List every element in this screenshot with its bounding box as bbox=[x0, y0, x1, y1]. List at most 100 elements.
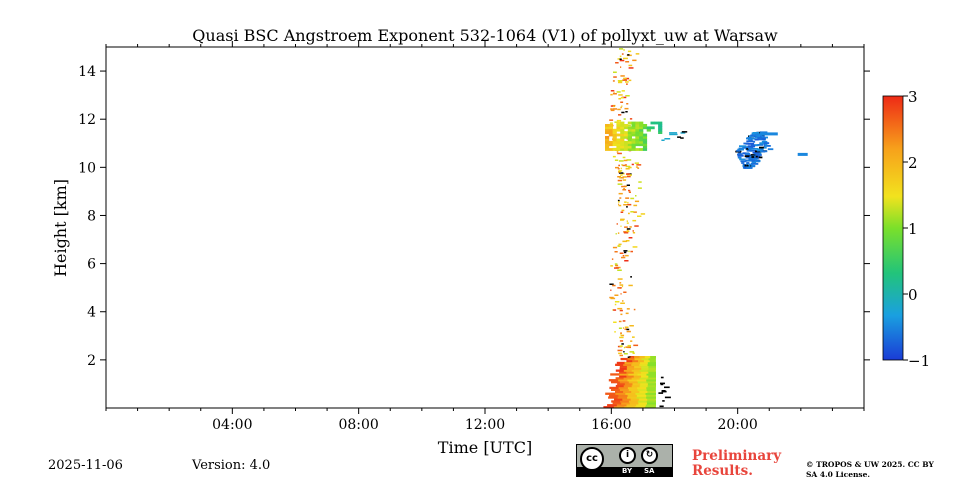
heatmap-cell bbox=[632, 59, 637, 62]
heatmap-cell bbox=[633, 344, 639, 347]
heatmap-cell bbox=[623, 384, 633, 388]
heatmap-cell bbox=[619, 252, 624, 254]
heatmap-cell bbox=[752, 159, 760, 162]
heatmap-cell bbox=[626, 206, 628, 208]
heatmap-cell bbox=[647, 377, 656, 380]
heatmap-cell bbox=[629, 174, 632, 176]
heatmap-cell bbox=[745, 156, 752, 159]
heatmap-cell bbox=[613, 71, 617, 73]
heatmap-cell bbox=[746, 163, 749, 165]
heatmap-cell bbox=[619, 284, 624, 286]
heatmap-cell bbox=[627, 50, 632, 53]
heatmap-cell bbox=[755, 153, 761, 156]
heatmap-cell bbox=[616, 121, 621, 125]
heatmap-cell bbox=[648, 365, 656, 368]
heatmap-cell bbox=[625, 165, 631, 168]
heatmap-cell bbox=[741, 162, 745, 164]
heatmap-cell bbox=[745, 153, 749, 155]
heatmap-cell bbox=[631, 138, 636, 142]
heatmap-cell bbox=[611, 258, 614, 260]
heatmap-cell bbox=[637, 215, 642, 217]
heatmap-cell bbox=[646, 381, 656, 384]
heatmap-cell bbox=[612, 133, 617, 137]
heatmap-cell bbox=[647, 369, 656, 372]
heatmap-cell bbox=[632, 336, 635, 338]
heatmap-cell bbox=[627, 394, 638, 397]
colorbar-tick-label: −1 bbox=[908, 352, 930, 370]
heatmap-cell bbox=[609, 283, 614, 285]
heatmap-cell bbox=[625, 240, 630, 242]
heatmap-cell bbox=[634, 225, 639, 227]
heatmap-cell bbox=[627, 145, 632, 149]
heatmap-cell bbox=[751, 133, 759, 136]
heatmap-cell bbox=[621, 185, 626, 188]
heatmap-cell bbox=[623, 118, 626, 120]
heatmap-cell bbox=[738, 152, 741, 155]
heatmap-cell bbox=[647, 361, 656, 365]
heatmap-cell bbox=[614, 331, 616, 333]
heatmap-cell bbox=[621, 285, 624, 288]
heatmap-cell bbox=[615, 384, 625, 388]
heatmap-cell bbox=[618, 394, 628, 397]
heatmap-cell bbox=[617, 278, 623, 280]
heatmap-cell bbox=[624, 126, 629, 130]
heatmap-cell bbox=[637, 187, 642, 189]
x-tick-label: 12:00 bbox=[465, 417, 505, 433]
heatmap-cell bbox=[620, 145, 625, 149]
heatmap-cell bbox=[611, 400, 621, 403]
heatmap-cell bbox=[623, 232, 629, 234]
heatmap-cell bbox=[746, 164, 749, 167]
heatmap-cell bbox=[619, 381, 630, 384]
region-cirrus-layer-a bbox=[605, 121, 688, 151]
heatmap-cell bbox=[680, 137, 684, 139]
heatmap-cell bbox=[631, 384, 641, 388]
heatmap-cell bbox=[623, 351, 625, 353]
heatmap-cell bbox=[608, 124, 613, 127]
heatmap-cell bbox=[620, 302, 625, 304]
heatmap-cell bbox=[627, 140, 632, 144]
heatmap-cell bbox=[751, 156, 755, 158]
heatmap-cell bbox=[623, 346, 626, 349]
y-tick-label: 14 bbox=[78, 64, 96, 80]
heatmap-cell bbox=[635, 133, 640, 137]
heatmap-cell bbox=[620, 97, 624, 99]
heatmap-cell bbox=[627, 386, 638, 390]
heatmap-cell bbox=[757, 149, 762, 152]
heatmap-cell bbox=[752, 148, 759, 150]
heatmap-cell bbox=[647, 384, 656, 388]
heatmap-cell bbox=[614, 294, 619, 296]
heatmap-cell bbox=[628, 400, 639, 403]
heatmap-cell bbox=[607, 404, 618, 407]
heatmap-cell bbox=[633, 371, 642, 374]
heatmap-cell bbox=[619, 373, 629, 376]
heatmap-cell bbox=[625, 95, 630, 97]
heatmap-cell bbox=[614, 251, 618, 253]
heatmap-cell bbox=[617, 383, 626, 386]
heatmap-cell bbox=[608, 126, 613, 130]
heatmap-cell bbox=[605, 136, 610, 139]
heatmap-cell bbox=[617, 269, 622, 271]
heatmap-cell bbox=[613, 406, 625, 409]
heatmap-cell bbox=[618, 203, 620, 206]
heatmap-cell bbox=[633, 204, 638, 207]
heatmap-cell bbox=[615, 392, 626, 395]
heatmap-cell bbox=[618, 160, 624, 162]
heatmap-cell bbox=[622, 320, 626, 322]
heatmap-cell bbox=[624, 77, 630, 80]
heatmap-cell bbox=[627, 203, 632, 206]
heatmap-cell bbox=[627, 356, 631, 358]
heatmap-cell bbox=[759, 142, 764, 145]
heatmap-cell bbox=[669, 132, 678, 134]
heatmap-cell bbox=[755, 158, 758, 161]
heatmap-cell bbox=[611, 381, 621, 384]
heatmap-cell bbox=[614, 398, 623, 401]
heatmap-cell bbox=[759, 132, 778, 136]
heatmap-cell bbox=[620, 131, 625, 134]
heatmap-cell bbox=[620, 225, 622, 227]
colorbar bbox=[882, 95, 904, 361]
heatmap-cell bbox=[620, 143, 625, 147]
heatmap-cell bbox=[628, 388, 639, 391]
heatmap-cell bbox=[636, 404, 647, 407]
heatmap-cell bbox=[624, 383, 633, 386]
date-label: 2025-11-06 bbox=[48, 458, 123, 473]
